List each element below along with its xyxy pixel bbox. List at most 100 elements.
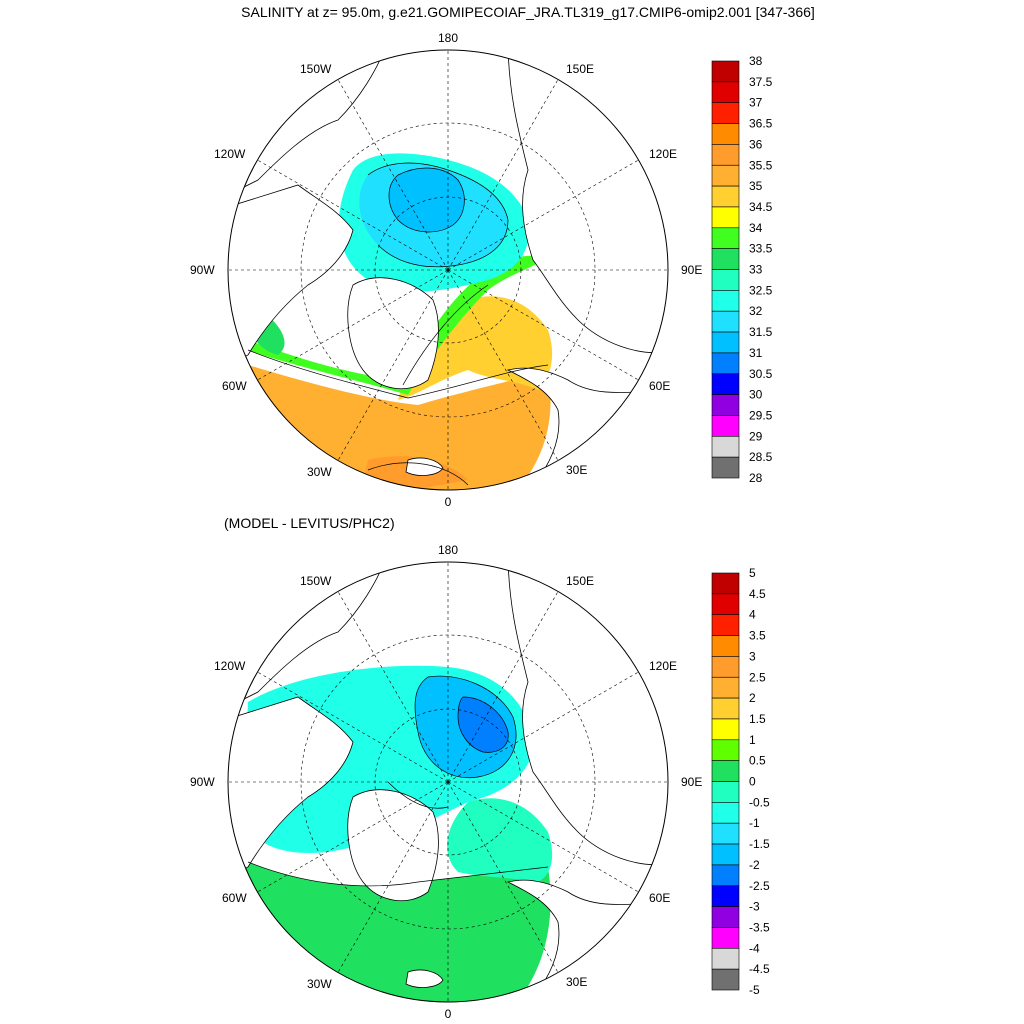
lon-label: 120E [649,147,677,161]
lon-label: 150E [566,574,594,588]
colorbar-swatch [711,614,740,636]
colorbar-swatch [711,81,740,103]
colorbar-label: 32 [749,304,763,318]
colorbar-swatch [711,864,740,887]
colorbar-label: 2.5 [749,670,766,684]
colorbar-swatch [711,102,740,124]
colorbar-label: -4 [749,941,760,955]
colorbar-label: 1 [749,733,756,747]
colorbar-swatch [711,164,740,187]
colorbar-swatch [711,739,740,761]
colorbar-label: 36.5 [749,117,773,131]
colorbar-label: 31.5 [749,325,773,339]
colorbar-swatch [711,352,740,375]
colorbar-label: 35.5 [749,158,773,172]
bottom-longitude-labels: 180 150E 120E 90E 60E 30E 0 30W 60W 90W … [190,543,702,1021]
colorbar-swatch [711,123,740,145]
colorbar-label: -3 [749,900,760,914]
colorbar-label: -1 [749,816,760,830]
colorbar-label: 4 [749,608,756,622]
colorbar-swatch [711,185,740,208]
colorbar-swatch [711,697,740,720]
bottom-core-inner [458,697,509,753]
lon-label: 60E [649,891,670,905]
colorbar-label: 37 [749,96,763,110]
colorbar-label: 32.5 [749,283,773,297]
difference-subtitle: (MODEL - LEVITUS/PHC2) [224,515,395,531]
lon-label: 60E [649,379,670,393]
lon-label: 120W [214,147,246,161]
lon-label: 30W [307,977,332,991]
colorbar-swatch [711,331,740,354]
colorbar-label: 29.5 [749,408,773,422]
colorbar-swatch [711,206,740,229]
lon-label: 90E [681,775,702,789]
colorbar-label: -0.5 [749,795,770,809]
bottom-shelf-field [447,798,553,882]
colorbar-label: 5 [749,566,756,580]
lon-label: 90E [681,263,702,277]
lon-label: 120E [649,659,677,673]
colorbar-swatch [711,227,740,249]
colorbar-swatch [711,60,740,83]
lon-label: 180 [438,543,458,557]
colorbar-swatch [711,968,740,991]
colorbar-label: 30.5 [749,367,773,381]
lon-label: 60W [222,379,247,393]
top-longitude-labels: 180 150E 120E 90E 60E 30E 0 30W 60W 90W … [190,31,702,509]
top-polar-map: 180 150E 120E 90E 60E 30E 0 30W 60W 90W … [190,31,702,509]
lon-label: 90W [190,775,215,789]
lon-label: 30W [307,465,332,479]
colorbar-swatch [711,906,740,928]
lon-label: 150W [300,62,332,76]
colorbar-label: 3.5 [749,629,766,643]
colorbar-swatch [711,290,740,312]
colorbar-swatch [711,760,740,782]
colorbar-label: -2 [749,858,760,872]
colorbar-swatch [711,635,740,657]
colorbar-swatch [711,456,740,479]
colorbar-swatch [711,269,740,291]
colorbar-swatch [711,885,740,907]
colorbar-swatch [711,310,740,333]
top-core-field [389,168,465,232]
colorbar-swatch [711,843,740,866]
bottom-map-border [227,561,669,1003]
colorbar-swatch [711,802,740,824]
colorbar-label: 33 [749,263,763,277]
colorbar-label: -4.5 [749,962,770,976]
colorbar-label: -3.5 [749,920,770,934]
colorbar-swatch [711,656,740,678]
colorbar-label: 30 [749,388,763,402]
top-graticule [228,50,668,490]
top-front-field [248,255,543,395]
figure-title: SALINITY at z= 95.0m, g.e21.GOMIPECOIAF_… [241,4,815,20]
top-colorbar: 38 37.5 37 36.5 36 35.5 35 34.5 34 33.5 33 32.5 32 31… [711,54,773,485]
bottom-colorbar: 5 4.5 4 3.5 3 2.5 2 1.5 1 0.5 0 -0.5 -1 -1.5 -2 -2.5 -3 -… [711,566,770,997]
colorbar-swatch [711,781,740,803]
bottom-polar-map: 180 150E 120E 90E 60E 30E 0 30W 60W 90W … [190,543,702,1021]
lon-label: 150W [300,574,332,588]
colorbar-label: 34.5 [749,200,773,214]
colorbar-label: 36 [749,137,763,151]
colorbar-swatch [711,593,740,615]
colorbar-label: 28.5 [749,450,773,464]
colorbar-label: -5 [749,983,760,997]
colorbar-label: 0.5 [749,754,766,768]
colorbar-swatch [711,927,740,949]
colorbar-label: -2.5 [749,879,770,893]
colorbar-label: 29 [749,429,763,443]
colorbar-label: -1.5 [749,837,770,851]
colorbar-swatch [711,373,740,395]
top-barents-field [398,296,553,400]
colorbar-swatch [711,435,740,458]
colorbar-swatch [711,947,740,970]
colorbar-swatch [711,822,740,845]
colorbar-swatch [711,248,740,270]
colorbar-swatch [711,718,740,741]
colorbar-label: 1.5 [749,712,766,726]
colorbar-label: 3 [749,649,756,663]
bottom-graticule [228,562,668,1002]
colorbar-label: 4.5 [749,587,766,601]
